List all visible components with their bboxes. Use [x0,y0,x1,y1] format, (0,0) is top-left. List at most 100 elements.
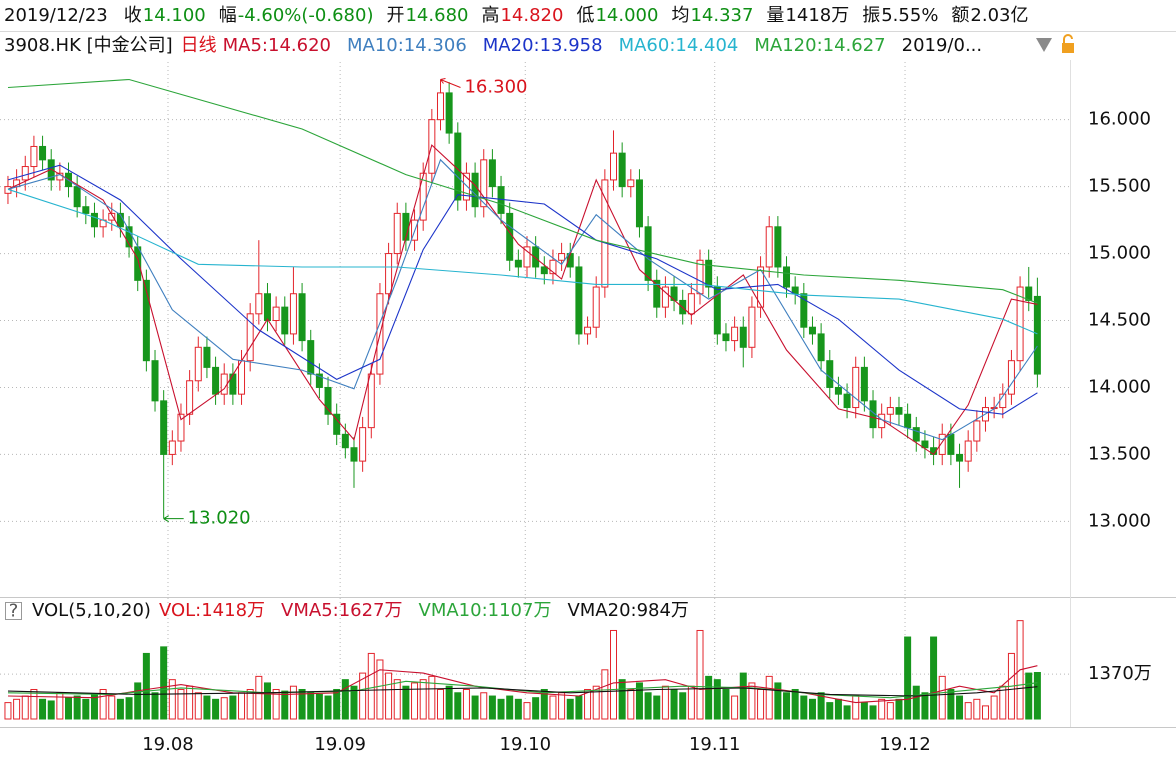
volume-bar [341,679,349,720]
candle-body [947,433,955,455]
field-label: 均 [671,5,689,26]
field-value: 2.03亿 [970,5,1028,26]
volume-bar [1033,672,1041,720]
candle-body [540,266,548,275]
candle-body [142,279,150,362]
field-label: 振 [862,5,880,26]
volume-bar [142,652,150,720]
volume-bar [281,690,289,720]
candle-body [765,226,773,268]
volume-bar [635,682,643,720]
candle-body [359,427,367,462]
volume-bar [298,688,306,720]
volume-bar [307,692,315,720]
vma-line [7,680,1038,699]
candle-body [886,407,894,415]
candle-body [462,172,470,201]
volume-bar [601,669,609,720]
candle-body [808,326,816,335]
candle-body [713,286,721,335]
volume-bar [333,688,341,720]
volume-bar [21,695,29,720]
ma-legend: MA5:14.620 [223,35,331,56]
vol-label: VOL:1418万 [159,600,265,621]
candle-body [108,212,116,221]
volume-bar [263,682,271,720]
y-tick-label: 13.500 [1088,443,1151,464]
field-value: 14.680 [405,5,468,26]
volume-bar [445,685,453,720]
volume-bar [722,688,730,720]
candle-body [938,433,946,455]
volume-bar [350,685,358,720]
field-value: 14.337 [690,5,753,26]
candle-body [220,373,228,395]
lock-icon[interactable] [1062,34,1074,53]
candle-body [480,159,488,208]
volume-bar [817,692,825,720]
volume-bar [679,692,687,720]
y-tick-label: 14.500 [1088,310,1151,331]
field-value: 1418万 [785,5,849,26]
volume-bar [402,685,410,720]
candle-body [514,259,522,268]
volume-bar [774,682,782,720]
volume-bar [540,688,548,720]
x-tick-label: 19.08 [142,734,194,755]
volume-bar [39,698,47,720]
candle-body [584,326,592,335]
volume-bar [956,695,964,720]
volume-bar [108,695,116,720]
candle-body [1025,286,1033,301]
ma-line [7,164,1038,415]
volume-bar [852,695,860,720]
field-label: 开 [386,5,404,26]
candle-body [324,386,332,415]
volume-bar [644,692,652,720]
volume-bar [860,702,868,720]
ma-line [7,78,1038,304]
volume-bar [324,695,332,720]
candle-body [160,400,168,455]
candle-body [601,179,609,288]
volume-bar [921,692,929,720]
candle-body [177,413,185,442]
candle-body [956,453,964,462]
date-select[interactable]: 2019/0... [902,35,983,56]
candle-body [82,206,90,214]
candle-body [635,179,643,228]
volume-bar [480,692,488,720]
candle-body [367,373,375,429]
candle-body [255,293,263,315]
volume-bar [696,629,704,720]
volume-bar [938,675,946,720]
volume-bar [367,652,375,720]
volume-bar [930,636,938,720]
volume-bar [203,695,211,720]
help-icon[interactable] [5,602,22,620]
candle-body [203,346,211,368]
volume-bar [592,685,600,720]
volume-bar [497,698,505,720]
y-tick-label: 14.000 [1088,376,1151,397]
candle-body [73,186,81,208]
candle-body [610,152,618,181]
volume-bar [454,692,462,720]
volume-bar [627,688,635,720]
vma-legend: VMA20:984万 [567,600,688,621]
volume-bar [878,698,886,720]
volume-bar [575,695,583,720]
volume-bar [488,695,496,720]
candle-body [523,246,531,268]
candle-body [1007,360,1015,395]
candle-body [592,286,600,328]
x-tick-label: 19.10 [500,734,552,755]
volume-bar [869,705,877,720]
candle-body [687,293,695,315]
candle-body [627,179,635,188]
candle-body [705,259,713,288]
dropdown-icon[interactable] [1036,38,1052,52]
candle-body [246,313,254,362]
candle-body [1033,295,1041,375]
